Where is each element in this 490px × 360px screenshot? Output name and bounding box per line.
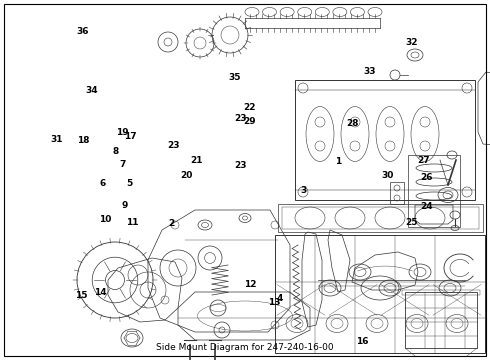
- Bar: [282, 207, 479, 229]
- Text: 14: 14: [94, 288, 107, 297]
- Text: 33: 33: [364, 67, 376, 76]
- Text: 23: 23: [234, 113, 246, 122]
- Bar: [275, 235, 485, 353]
- Bar: [278, 204, 483, 232]
- Text: 35: 35: [228, 73, 241, 82]
- Text: 12: 12: [244, 280, 256, 289]
- Text: 26: 26: [420, 173, 433, 181]
- Text: 20: 20: [180, 171, 193, 180]
- Bar: [408, 155, 460, 227]
- Text: Side Mount Diagram for 247-240-16-00: Side Mount Diagram for 247-240-16-00: [156, 343, 334, 352]
- Text: 4: 4: [276, 294, 283, 303]
- Text: 9: 9: [122, 201, 128, 210]
- Text: 5: 5: [127, 179, 133, 188]
- Text: 32: 32: [405, 38, 418, 47]
- Text: 2: 2: [169, 219, 174, 228]
- Text: 29: 29: [244, 117, 256, 126]
- Text: 17: 17: [123, 132, 136, 141]
- Text: 13: 13: [268, 298, 281, 307]
- Text: 10: 10: [99, 215, 112, 224]
- Text: 6: 6: [100, 179, 106, 188]
- Text: 7: 7: [119, 161, 126, 169]
- Text: 31: 31: [50, 135, 63, 144]
- Text: 25: 25: [405, 218, 418, 227]
- Bar: [295, 80, 475, 200]
- Text: 1: 1: [335, 158, 341, 166]
- Text: 23: 23: [168, 141, 180, 150]
- Text: 21: 21: [190, 156, 202, 165]
- Text: 24: 24: [420, 202, 433, 211]
- Text: 8: 8: [112, 147, 118, 156]
- Text: 19: 19: [116, 128, 129, 137]
- Bar: [402, 290, 480, 295]
- Text: 30: 30: [381, 171, 393, 180]
- Text: 16: 16: [356, 338, 369, 346]
- Text: 11: 11: [126, 218, 139, 227]
- Text: 23: 23: [234, 161, 246, 170]
- Text: 15: 15: [74, 291, 87, 300]
- Text: 34: 34: [86, 86, 98, 95]
- Text: 22: 22: [244, 103, 256, 112]
- Bar: [390, 182, 404, 204]
- Text: 28: 28: [346, 119, 359, 128]
- Bar: [405, 292, 477, 348]
- Text: 36: 36: [76, 27, 89, 36]
- Text: 18: 18: [77, 136, 90, 145]
- Text: 27: 27: [417, 156, 430, 165]
- Text: 3: 3: [301, 186, 307, 195]
